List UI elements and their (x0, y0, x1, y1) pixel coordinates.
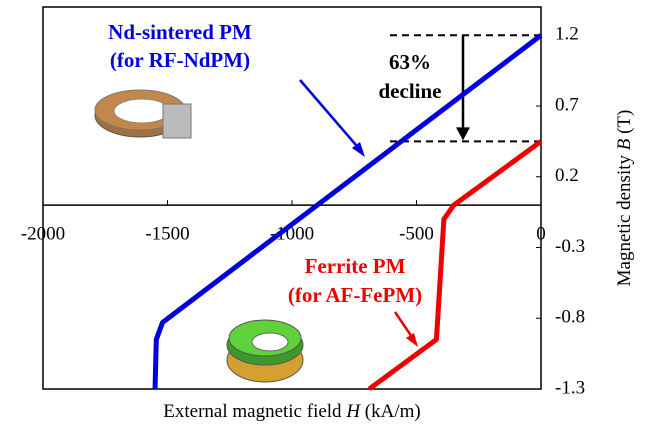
y-title-unit: (T) (614, 110, 635, 139)
y-tick-label: -1.3 (555, 377, 585, 398)
x-tick-label: -1500 (145, 223, 189, 244)
x-tick-label: -2000 (21, 223, 65, 244)
curve (155, 35, 541, 389)
x-tick-label: -500 (399, 223, 434, 244)
y-axis-title: Magnetic density B (T) (614, 110, 635, 287)
x-title-var: H (345, 401, 361, 422)
y-tick-label: 1.2 (555, 24, 579, 45)
y-title-var: B (614, 138, 635, 150)
nd-label: Nd-sintered PM (108, 20, 252, 44)
decline-arrowhead (456, 127, 470, 140)
rf-motor-icon (95, 90, 191, 138)
y-title-part: Magnetic density (614, 150, 635, 286)
y-tick-label: -0.3 (555, 236, 585, 257)
decline-label: decline (379, 79, 442, 103)
x-tick-label: 0 (536, 223, 546, 244)
chart: Nd-sintered PM (for RF-NdPM) Ferrite PM … (0, 0, 647, 436)
fe-pointer-head (406, 333, 418, 347)
nd-sublabel: (for RF-NdPM) (110, 48, 250, 72)
x-axis-title: External magnetic field H (kA/m) (163, 401, 420, 422)
x-title-part: External magnetic field (163, 401, 346, 422)
y-tick-label: 0.2 (555, 165, 579, 186)
fe-sublabel: (for AF-FePM) (288, 283, 422, 307)
fe-label: Ferrite PM (305, 254, 406, 278)
y-tick-label: -0.8 (555, 307, 585, 328)
decline-pct: 63% (389, 50, 431, 74)
nd-pointer (300, 80, 362, 152)
y-tick-label: 0.7 (555, 94, 579, 115)
x-title-unit: (kA/m) (360, 401, 421, 422)
af-motor-icon (227, 320, 303, 382)
